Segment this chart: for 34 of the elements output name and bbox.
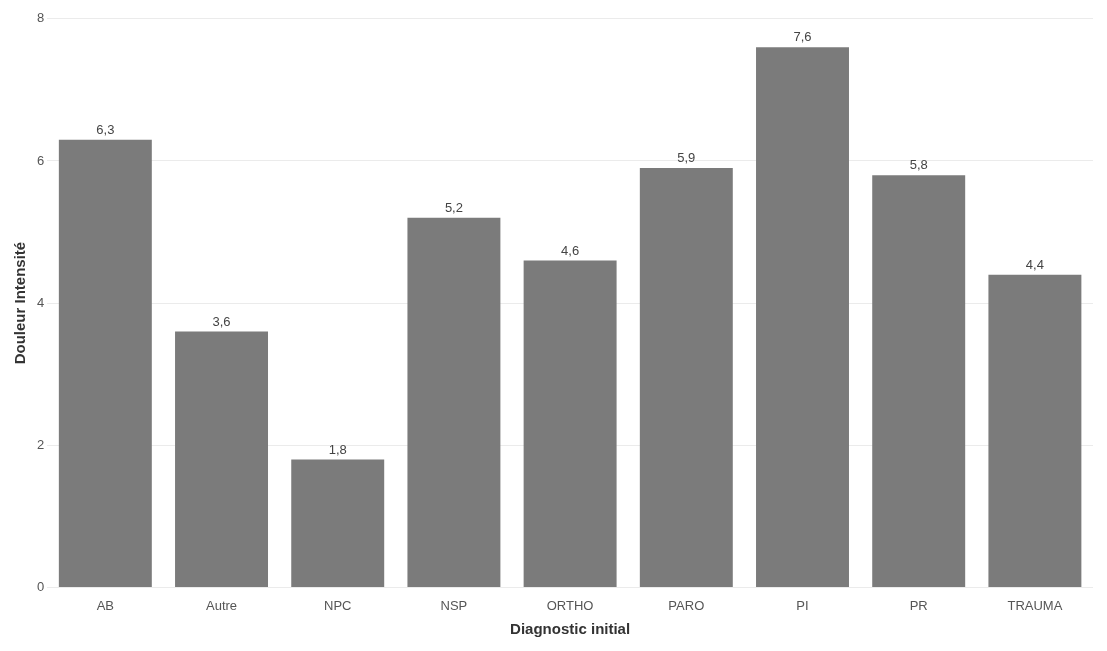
- data-label: 5,8: [909, 157, 928, 173]
- x-tick-label: PI: [796, 597, 809, 613]
- x-tick-label: TRAUMA: [1007, 597, 1063, 613]
- bar: [291, 459, 385, 587]
- x-tick-label: NSP: [440, 597, 468, 613]
- x-tick-label: PARO: [668, 597, 705, 613]
- bar: [523, 260, 617, 587]
- bar: [175, 331, 268, 587]
- data-label: 6,3: [96, 121, 115, 137]
- x-tick-label: ORTHO: [546, 597, 594, 613]
- y-axis-title: Douleur Intensité: [11, 241, 29, 365]
- data-label: 1,8: [328, 441, 347, 457]
- y-tick-label: 8: [37, 10, 45, 26]
- bar: [407, 217, 501, 587]
- data-label: 7,6: [793, 29, 812, 45]
- bar: [756, 47, 849, 587]
- y-tick-label: 6: [37, 152, 45, 168]
- data-label: 5,9: [677, 150, 696, 166]
- data-label: 4,6: [561, 242, 580, 258]
- data-label: 5,2: [444, 199, 463, 215]
- y-tick-label: 0: [37, 578, 45, 594]
- x-tick-label: Autre: [205, 597, 238, 613]
- y-tick-label: 4: [37, 294, 45, 310]
- x-tick-label: NPC: [324, 597, 352, 613]
- x-tick-label: AB: [96, 597, 114, 613]
- x-axis-title: Diagnostic initial: [510, 620, 631, 638]
- bar: [58, 139, 152, 587]
- bar: [639, 168, 733, 587]
- data-label: 3,6: [212, 313, 231, 329]
- data-label: 4,4: [1025, 256, 1044, 272]
- y-tick-label: 2: [37, 436, 45, 452]
- x-tick-label: PR: [909, 597, 928, 613]
- bar: [988, 274, 1082, 587]
- bar: [872, 175, 966, 587]
